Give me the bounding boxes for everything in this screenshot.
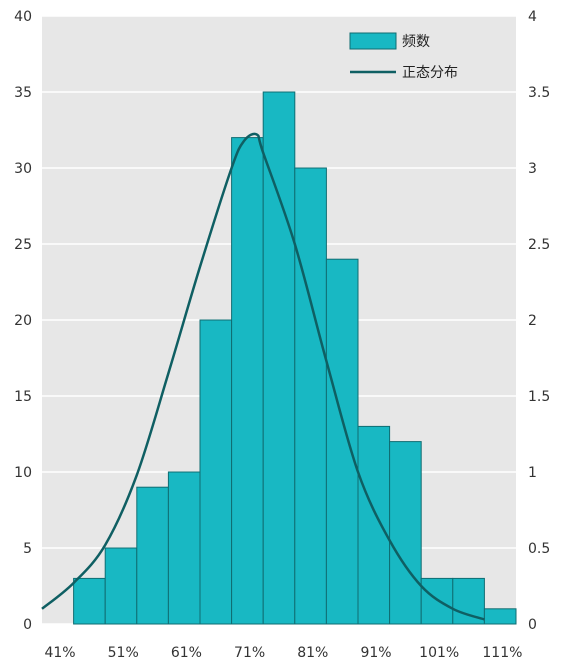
histogram-bar: [199, 319, 233, 625]
right-axis-tick-label: 3.5: [528, 85, 550, 101]
left-axis-tick-label: 20: [14, 313, 32, 329]
histogram-bar: [104, 547, 138, 625]
histogram-bar: [357, 425, 391, 625]
histogram-bar: [389, 441, 422, 625]
left-axis-tick-label: 10: [14, 465, 32, 481]
normal-distribution-line: [41, 132, 485, 621]
histogram-bar: [325, 258, 359, 625]
legend-label-normal: 正态分布: [402, 65, 458, 81]
left-axis-tick-label: 40: [14, 9, 32, 25]
right-axis-tick-label: 2: [528, 313, 537, 329]
histogram-bar: [136, 486, 169, 625]
histogram-bar: [294, 167, 327, 625]
right-axis-tick-label: 4: [528, 9, 537, 25]
left-axis-tick-label: 35: [14, 85, 32, 101]
histogram-bar: [231, 137, 264, 625]
x-axis-tick-label: 51%: [108, 645, 139, 661]
right-axis-tick-label: 0: [528, 617, 537, 633]
x-axis-ticks: 41% 51% 61% 71% 81% 91% 101% 111%: [44, 645, 522, 661]
right-axis-tick-label: 0.5: [528, 541, 550, 557]
histogram-bar: [452, 577, 485, 625]
normal-curve: [41, 132, 485, 621]
bars: [73, 91, 517, 625]
x-axis-tick-label: 41%: [44, 645, 75, 661]
left-axis-tick-label: 30: [14, 161, 32, 177]
x-axis-tick-label: 91%: [360, 645, 391, 661]
histogram-bar: [420, 577, 454, 625]
x-axis-tick-label: 81%: [297, 645, 328, 661]
right-axis-tick-label: 2.5: [528, 237, 550, 253]
left-axis-tick-label: 5: [23, 541, 32, 557]
x-axis-tick-label: 61%: [171, 645, 202, 661]
left-axis-tick-label: 25: [14, 237, 32, 253]
legend-bar-swatch: [349, 32, 397, 50]
histogram-bar: [483, 608, 517, 625]
histogram-bar: [167, 471, 201, 625]
right-axis-ticks: 0 0.5 1 1.5 2 2.5 3 3.5 4: [528, 9, 550, 633]
right-axis-tick-label: 1: [528, 465, 537, 481]
x-axis-tick-label: 111%: [482, 645, 522, 661]
left-axis-ticks: 0 5 10 15 20 25 30 35 40: [14, 9, 32, 633]
histogram-bar: [262, 91, 296, 625]
legend: 频数 正态分布: [349, 32, 458, 81]
left-axis-tick-label: 0: [23, 617, 32, 633]
histogram-bar: [73, 577, 106, 625]
legend-label-frequency: 频数: [402, 34, 430, 50]
left-axis-tick-label: 15: [14, 389, 32, 405]
right-axis-tick-label: 3: [528, 161, 537, 177]
right-axis-tick-label: 1.5: [528, 389, 550, 405]
x-axis-tick-label: 71%: [234, 645, 265, 661]
x-axis-tick-label: 101%: [419, 645, 459, 661]
